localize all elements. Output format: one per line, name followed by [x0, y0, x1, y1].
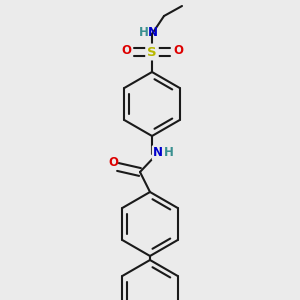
- Text: O: O: [108, 155, 118, 169]
- Text: N: N: [148, 26, 158, 38]
- Text: O: O: [173, 44, 183, 56]
- Text: S: S: [147, 46, 157, 59]
- Text: O: O: [121, 44, 131, 56]
- Text: H: H: [139, 26, 149, 38]
- Text: N: N: [153, 146, 163, 160]
- Text: H: H: [164, 146, 174, 160]
